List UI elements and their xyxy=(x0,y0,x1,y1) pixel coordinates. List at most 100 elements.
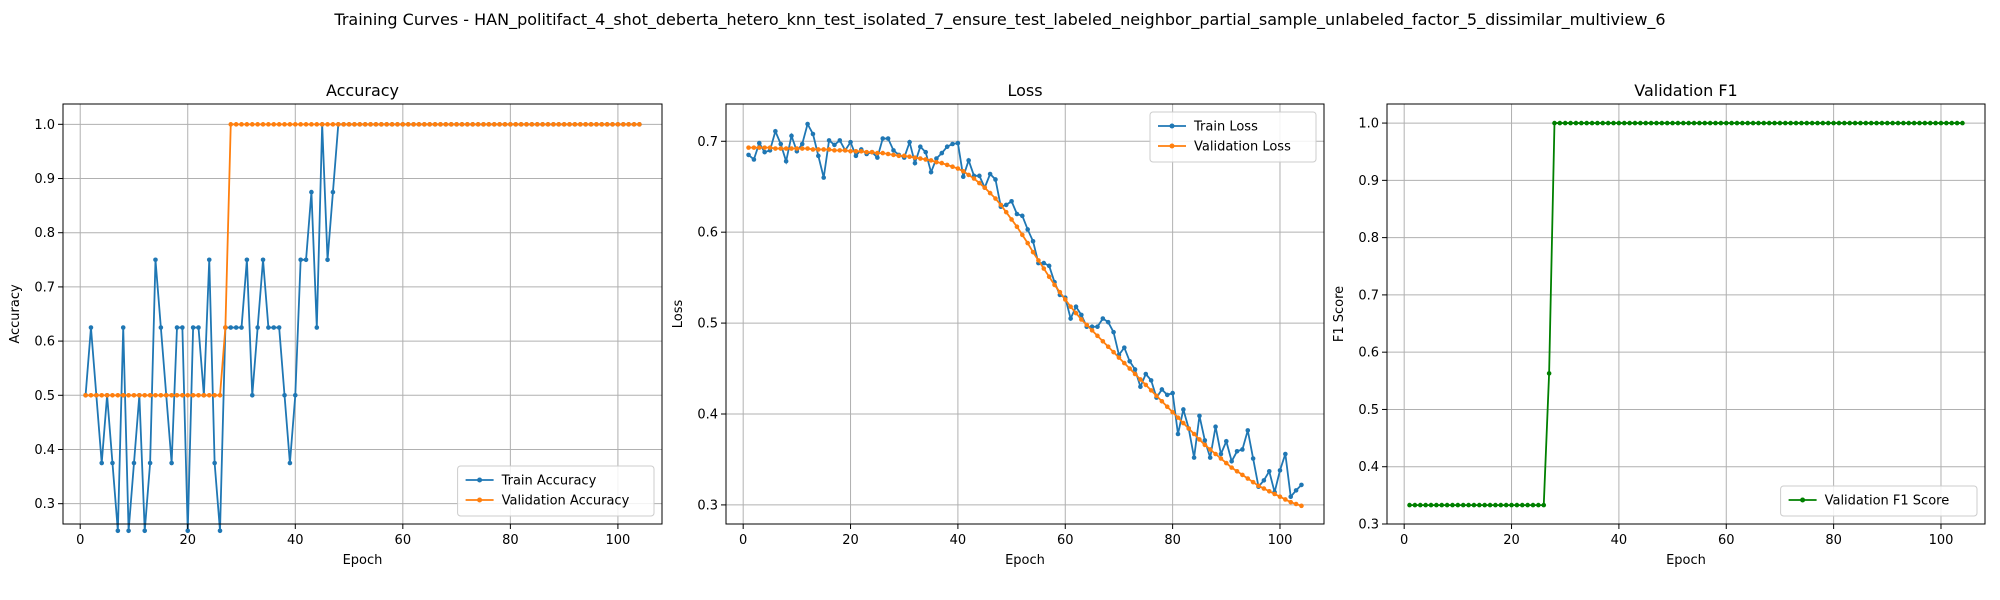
y-axis-label: Loss xyxy=(671,300,686,329)
data-point xyxy=(556,122,562,127)
y-tick-label: 0.7 xyxy=(697,135,718,150)
data-point xyxy=(1702,120,1708,126)
data-point xyxy=(271,122,277,127)
data-point xyxy=(1761,120,1767,126)
data-point xyxy=(1256,483,1261,489)
data-point xyxy=(1493,502,1498,508)
data-point xyxy=(223,325,228,330)
data-point xyxy=(147,460,153,466)
y-tick-label: 0.7 xyxy=(1358,288,1379,303)
data-point xyxy=(1073,304,1079,310)
data-point xyxy=(341,122,346,127)
data-point xyxy=(1949,120,1955,126)
data-point xyxy=(314,122,320,127)
data-point xyxy=(1681,120,1686,126)
data-point xyxy=(233,122,239,127)
data-point xyxy=(1809,120,1815,126)
data-point xyxy=(1240,447,1245,452)
data-point xyxy=(1143,382,1149,388)
data-point xyxy=(1793,120,1799,126)
data-point xyxy=(287,460,293,466)
data-point xyxy=(837,148,843,153)
data-point xyxy=(966,158,971,163)
data-point xyxy=(1100,338,1106,344)
data-point xyxy=(977,180,982,186)
data-point xyxy=(416,122,422,127)
data-point xyxy=(1885,120,1890,126)
data-point xyxy=(853,148,859,154)
series-line-2 xyxy=(85,123,640,397)
data-point xyxy=(142,392,148,398)
data-point xyxy=(880,150,886,156)
data-point xyxy=(1207,455,1213,460)
data-point xyxy=(1444,502,1450,508)
data-point xyxy=(1783,120,1788,126)
data-point xyxy=(545,122,551,127)
data-point xyxy=(1750,120,1756,126)
data-point xyxy=(1471,502,1477,508)
data-point xyxy=(1272,491,1277,497)
data-point xyxy=(620,122,626,127)
data-point xyxy=(561,122,567,127)
data-point xyxy=(1906,120,1912,126)
x-tick-label: 80 xyxy=(502,533,519,548)
data-point xyxy=(1073,310,1079,316)
data-point xyxy=(1250,479,1256,485)
data-point xyxy=(147,392,153,398)
data-point xyxy=(1229,465,1234,470)
data-point xyxy=(982,185,988,190)
data-point xyxy=(1874,120,1879,126)
data-point xyxy=(1240,472,1245,478)
data-point xyxy=(907,139,912,145)
data-point xyxy=(1530,502,1536,508)
data-point xyxy=(1788,120,1793,126)
data-point xyxy=(325,257,330,263)
data-point xyxy=(411,122,416,127)
data-point xyxy=(1299,503,1304,509)
data-point xyxy=(266,325,271,330)
data-point xyxy=(1079,317,1084,322)
data-point xyxy=(190,392,196,398)
y-tick-label: 0.8 xyxy=(34,226,55,241)
data-point xyxy=(400,122,406,127)
data-point xyxy=(1052,282,1057,288)
y-tick-label: 0.4 xyxy=(34,443,55,458)
data-point xyxy=(1068,316,1073,321)
data-point xyxy=(998,202,1004,208)
data-point xyxy=(1288,494,1294,500)
data-point xyxy=(756,145,762,150)
data-point xyxy=(1111,349,1116,355)
data-point xyxy=(1181,420,1186,426)
data-point xyxy=(1482,502,1487,508)
data-point xyxy=(352,122,357,127)
data-point xyxy=(1138,377,1143,382)
data-point xyxy=(789,133,794,139)
data-point xyxy=(1003,209,1009,215)
data-point xyxy=(1734,120,1740,126)
legend: Validation F1 Score xyxy=(1780,485,1978,517)
data-point xyxy=(1202,442,1208,448)
data-point xyxy=(1519,502,1525,508)
data-point xyxy=(599,122,605,127)
data-point xyxy=(1729,120,1734,126)
data-point xyxy=(1154,393,1159,399)
data-point xyxy=(778,141,784,147)
data-point xyxy=(1229,458,1234,464)
data-point xyxy=(1277,494,1283,500)
data-point xyxy=(1009,217,1014,222)
x-tick-label: 80 xyxy=(1164,533,1181,548)
y-tick-label: 0.4 xyxy=(1358,460,1379,475)
data-point xyxy=(604,122,610,127)
data-point xyxy=(346,122,352,127)
data-point xyxy=(249,122,255,127)
data-point xyxy=(960,174,966,180)
data-point xyxy=(427,122,433,127)
data-point xyxy=(1944,120,1949,126)
data-point xyxy=(751,157,757,162)
data-point xyxy=(1407,502,1412,508)
x-tick-label: 80 xyxy=(1825,533,1842,548)
data-point xyxy=(1020,232,1025,238)
data-point xyxy=(137,392,142,398)
data-point xyxy=(1186,426,1192,431)
data-point xyxy=(1509,502,1514,508)
